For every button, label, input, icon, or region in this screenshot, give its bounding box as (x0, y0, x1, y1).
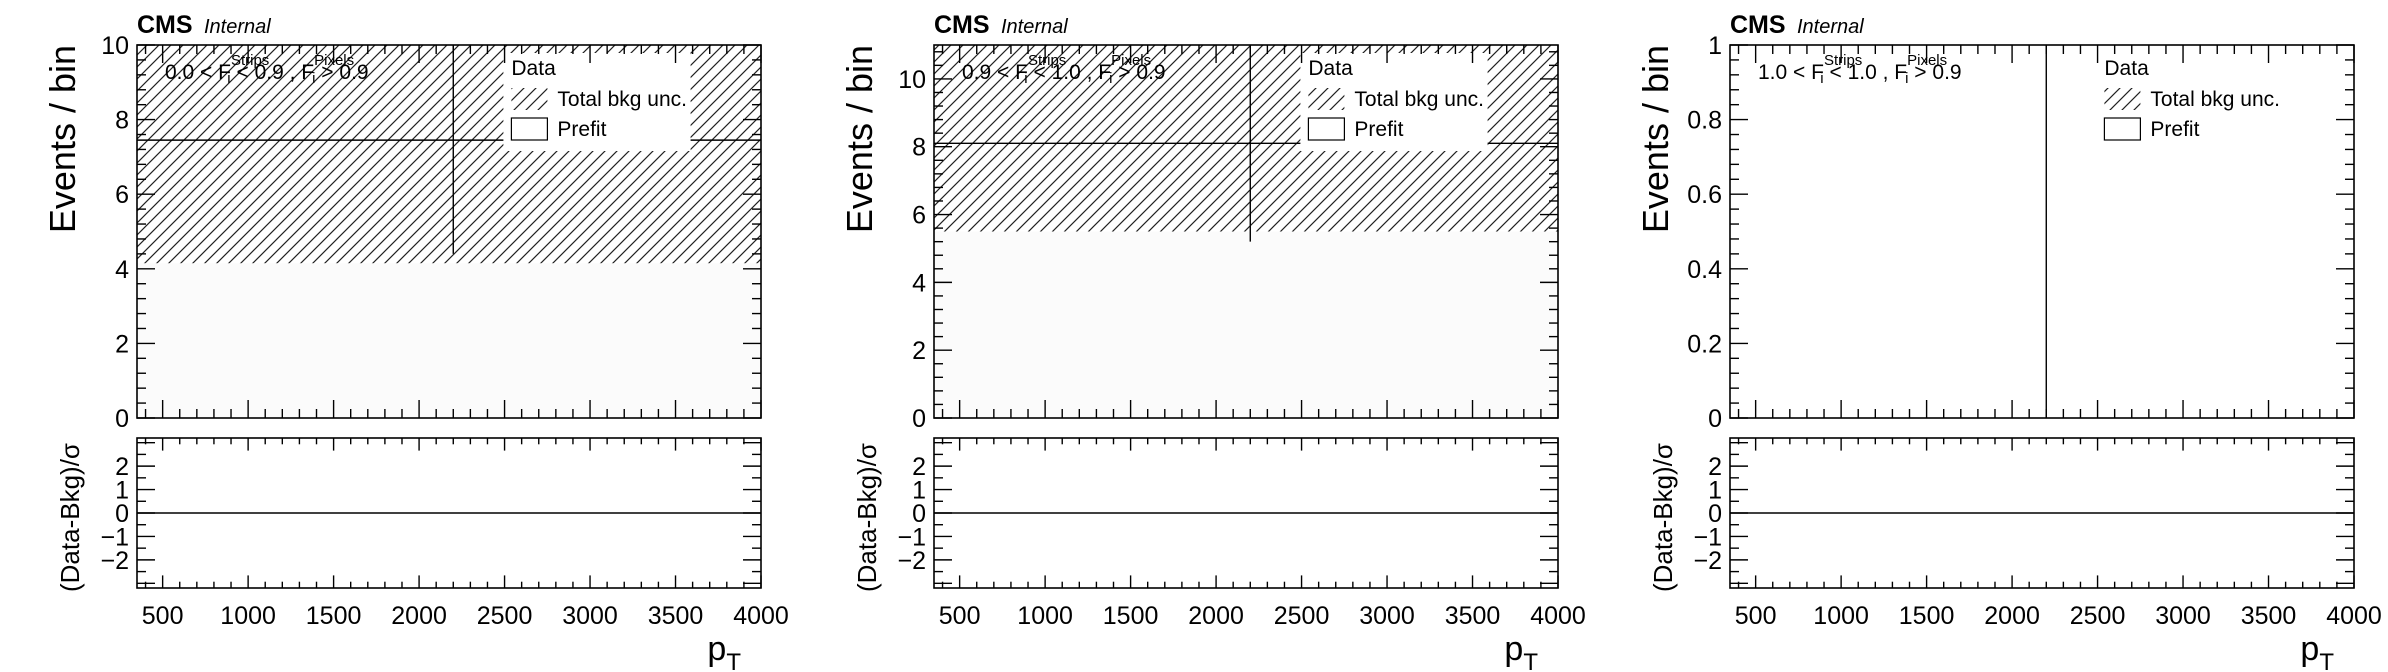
x-axis-title: pT (2300, 630, 2334, 672)
legend-hatch-swatch (511, 88, 548, 110)
x-tick-label: 500 (1735, 602, 1777, 630)
status-label: Internal (1001, 16, 1068, 38)
status-label: Internal (1797, 16, 1864, 38)
y-tick-label: 0.6 (1687, 181, 1722, 209)
x-tick-label: 3000 (562, 602, 618, 630)
y-tick-label: 4 (912, 269, 926, 297)
experiment-label: CMS (137, 11, 193, 39)
legend-data-label: Data (511, 57, 556, 80)
ratio-y-tick-label: −1 (100, 523, 129, 551)
x-tick-label: 500 (939, 602, 981, 630)
legend-unc-label: Total bkg unc. (2150, 88, 2280, 111)
y-tick-label: 2 (115, 330, 129, 358)
ratio-y-tick-label: 0 (115, 500, 129, 528)
x-tick-label: 2000 (1984, 602, 2040, 630)
ratio-axis-title: (Data-Bkg)/σ (852, 443, 882, 592)
x-tick-label: 1000 (1017, 602, 1073, 630)
ratio-y-tick-label: 1 (1708, 477, 1722, 505)
x-tick-label: 3500 (2241, 602, 2297, 630)
y-tick-label: 6 (912, 202, 926, 230)
x-tick-label: 4000 (1530, 602, 1586, 630)
legend-data-label: Data (2104, 57, 2149, 80)
status-label: Internal (204, 16, 271, 38)
ratio-y-tick-label: −2 (897, 547, 926, 575)
y-tick-label: 0.8 (1687, 107, 1722, 135)
y-tick-label: 8 (912, 134, 926, 162)
legend-data-label: Data (1308, 57, 1353, 80)
x-tick-label: 4000 (2326, 602, 2382, 630)
ratio-y-tick-label: 1 (115, 477, 129, 505)
y-tick-label: 1 (1708, 32, 1722, 60)
y-tick-label: 0 (115, 405, 129, 433)
ratio-y-tick-label: 1 (912, 477, 926, 505)
y-tick-label: 10 (898, 66, 926, 94)
main-frame (136, 44, 762, 419)
y-tick-label: 0 (912, 405, 926, 433)
x-tick-label: 2500 (1274, 602, 1330, 630)
x-tick-label: 1500 (1899, 602, 1955, 630)
x-tick-label: 500 (142, 602, 184, 630)
y-tick-label: 10 (101, 32, 129, 60)
x-tick-label: 2000 (391, 602, 447, 630)
y-tick-label: 6 (115, 181, 129, 209)
ratio-y-tick-label: −1 (1693, 523, 1722, 551)
x-tick-label: 1500 (306, 602, 362, 630)
x-axis-title: pT (707, 630, 741, 672)
ratio-y-tick-label: −2 (1693, 547, 1722, 575)
y-tick-label: 0.4 (1687, 256, 1722, 284)
y-axis-title: Events / bin (839, 45, 880, 233)
ratio-y-tick-label: −1 (897, 523, 926, 551)
ratio-y-tick-label: 0 (1708, 500, 1722, 528)
x-tick-label: 2500 (477, 602, 533, 630)
y-axis-title: Events / bin (1635, 45, 1676, 233)
legend-prefit-swatch (1307, 117, 1346, 141)
legend-prefit-label: Prefit (2150, 118, 2199, 141)
x-tick-label: 4000 (733, 602, 789, 630)
background-fill (934, 231, 1558, 418)
legend-prefit-label: Prefit (557, 118, 606, 141)
legend-prefit-label: Prefit (1354, 118, 1403, 141)
ratio-y-tick-label: 2 (1708, 453, 1722, 481)
x-tick-label: 1500 (1103, 602, 1159, 630)
x-tick-label: 1000 (1813, 602, 1869, 630)
y-tick-label: 0 (1708, 405, 1722, 433)
ratio-y-tick-label: 0 (912, 500, 926, 528)
x-tick-label: 3000 (2155, 602, 2211, 630)
legend-prefit-swatch (2103, 117, 2141, 141)
ratio-axis-title: (Data-Bkg)/σ (1648, 443, 1678, 592)
legend-unc-label: Total bkg unc. (557, 88, 687, 111)
ratio-y-tick-label: 2 (115, 453, 129, 481)
x-tick-label: 2000 (1188, 602, 1244, 630)
y-tick-label: 8 (115, 107, 129, 135)
y-tick-label: 0.2 (1687, 330, 1722, 358)
x-axis-title: pT (1504, 630, 1538, 672)
y-tick-label: 2 (912, 337, 926, 365)
x-tick-label: 3500 (648, 602, 704, 630)
background-fill (137, 263, 761, 418)
y-axis-title: Events / bin (42, 45, 83, 233)
main-frame (933, 44, 1559, 419)
legend-unc-label: Total bkg unc. (1354, 88, 1484, 111)
y-tick-label: 4 (115, 256, 129, 284)
ratio-y-tick-label: 2 (912, 453, 926, 481)
main-frame (1729, 44, 2355, 419)
x-tick-label: 3500 (1445, 602, 1501, 630)
ratio-axis-title: (Data-Bkg)/σ (55, 443, 85, 592)
x-tick-label: 2500 (2070, 602, 2126, 630)
ratio-y-tick-label: −2 (100, 547, 129, 575)
legend-hatch-swatch (1308, 88, 1345, 110)
experiment-label: CMS (1730, 11, 1786, 39)
x-tick-label: 3000 (1359, 602, 1415, 630)
legend-prefit-swatch (510, 117, 548, 141)
x-tick-label: 1000 (220, 602, 276, 630)
legend-hatch-swatch (2104, 88, 2141, 110)
experiment-label: CMS (934, 11, 990, 39)
